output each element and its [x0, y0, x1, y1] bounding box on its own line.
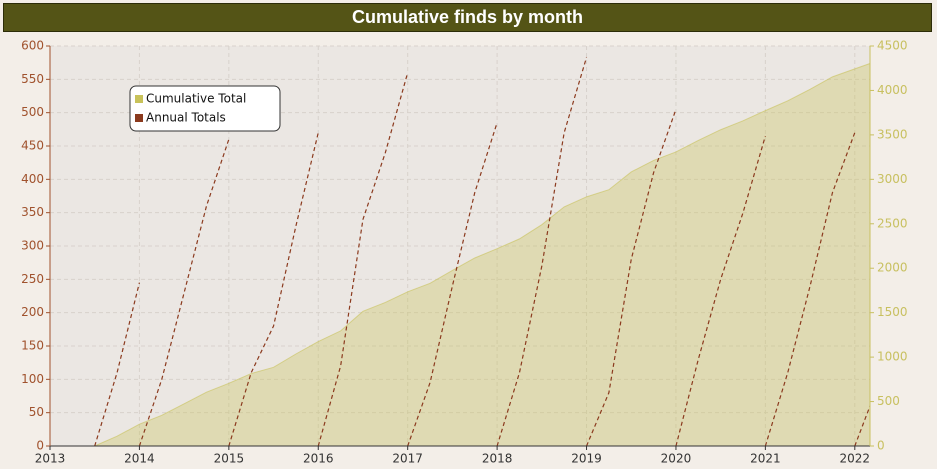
- y2-tick-label: 3000: [877, 172, 908, 186]
- x-tick-label: 2013: [35, 452, 66, 466]
- x-tick-label: 2018: [482, 452, 513, 466]
- y-tick-label: 250: [21, 272, 44, 286]
- y-tick-label: 400: [21, 172, 44, 186]
- y-tick-label: 450: [21, 139, 44, 153]
- y-tick-label: 200: [21, 305, 44, 319]
- y2-tick-label: 3500: [877, 127, 908, 141]
- y2-tick-label: 2500: [877, 216, 908, 230]
- x-tick-label: 2020: [661, 452, 692, 466]
- x-tick-label: 2021: [750, 452, 781, 466]
- y2-tick-label: 4500: [877, 39, 908, 53]
- y2-tick-label: 500: [877, 394, 900, 408]
- y-tick-label: 0: [36, 439, 44, 453]
- line: [407, 122, 498, 447]
- y2-tick-label: 1500: [877, 305, 908, 319]
- x-tick-label: 2015: [214, 452, 245, 466]
- y2-tick-label: 2000: [877, 261, 908, 275]
- legend-label: Annual Totals: [146, 111, 226, 125]
- line: [317, 72, 409, 447]
- y2-tick-label: 4000: [877, 83, 908, 97]
- y-tick-label: 550: [21, 72, 44, 86]
- legend-label: Cumulative Total: [146, 92, 246, 106]
- y-tick-label: 350: [21, 205, 44, 219]
- y-tick-label: 150: [21, 339, 44, 353]
- legend-box: [129, 85, 281, 132]
- y-tick-label: 600: [21, 39, 44, 53]
- line: [585, 109, 677, 447]
- y2-tick-label: 0: [877, 439, 885, 453]
- legend-swatch: [135, 95, 143, 103]
- line: [675, 135, 766, 447]
- x-tick-label: 2014: [124, 452, 155, 466]
- y-tick-label: 300: [21, 239, 44, 253]
- y-tick-label: 500: [21, 105, 44, 119]
- y2-tick-label: 1000: [877, 350, 908, 364]
- x-tick-label: 2017: [392, 452, 423, 466]
- area: [50, 62, 871, 447]
- x-tick-label: 2016: [303, 452, 334, 466]
- line: [496, 57, 588, 447]
- line: [228, 132, 319, 447]
- x-tick-label: 2022: [840, 452, 871, 466]
- line: [854, 405, 871, 447]
- y-tick-label: 50: [29, 405, 44, 419]
- legend-swatch: [135, 114, 143, 122]
- y-tick-label: 100: [21, 372, 44, 386]
- x-tick-label: 2019: [571, 452, 602, 466]
- line: [764, 132, 856, 447]
- chart-title: Cumulative finds by month: [3, 3, 932, 32]
